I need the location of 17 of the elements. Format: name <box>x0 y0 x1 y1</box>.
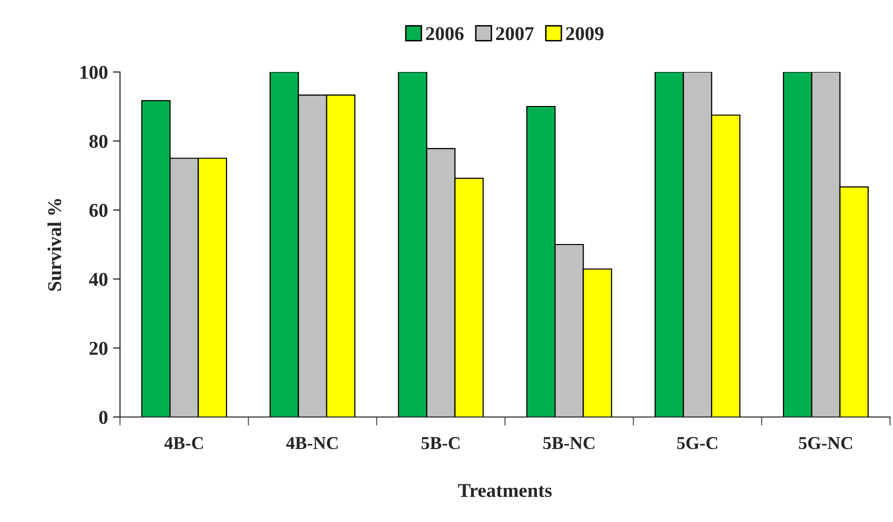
x-tick-label: 4B-C <box>164 437 203 450</box>
legend-label: 2009 <box>566 27 604 40</box>
y-axis-title: Survival % <box>48 199 62 291</box>
y-tick-label: 20 <box>90 342 108 355</box>
legend-label: 2007 <box>496 27 534 40</box>
x-tick-label: 5G-NC <box>798 437 852 450</box>
x-axis-title: Treatments <box>458 484 552 498</box>
y-tick-label: 40 <box>89 272 108 286</box>
x-tick-label: 5B-C <box>421 437 460 450</box>
y-tick-label: 60 <box>89 204 108 217</box>
y-tick-label: 100 <box>80 66 108 79</box>
x-tick-label: 5B-NC <box>543 437 594 450</box>
x-tick-label: 5G-C <box>677 437 718 450</box>
x-tick-label: 4B-NC <box>286 437 338 450</box>
legend-label: 2006 <box>426 27 464 40</box>
y-tick-label: 80 <box>89 134 108 148</box>
y-tick-label: 0 <box>99 410 108 424</box>
